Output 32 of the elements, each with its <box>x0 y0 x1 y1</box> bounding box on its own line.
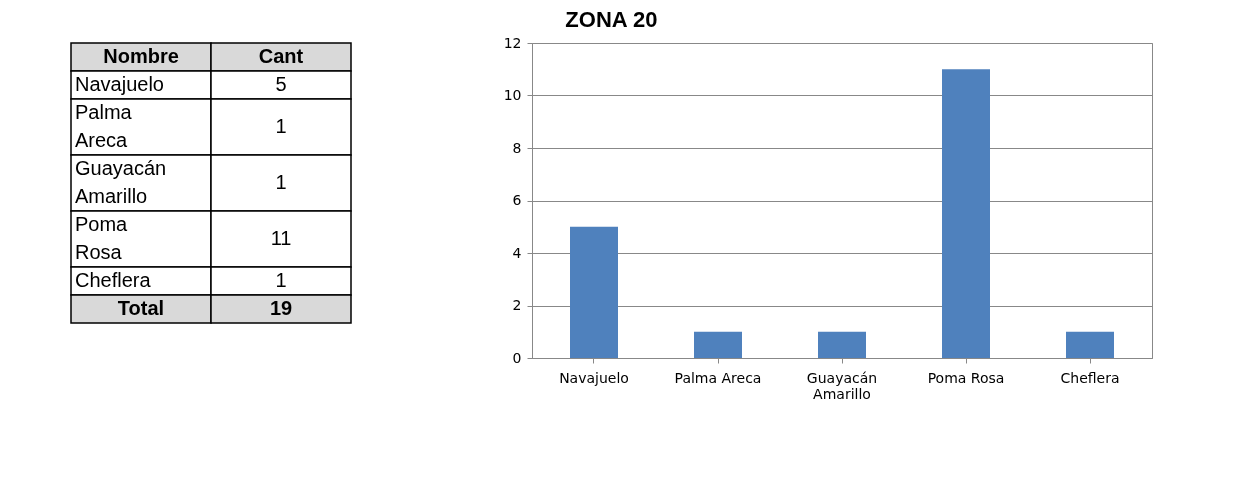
x-tick-label: Cheflera <box>1060 369 1120 386</box>
text: Total <box>117 297 165 319</box>
category-label: Cheflera <box>75 268 152 291</box>
data-label: 1 <box>275 115 287 137</box>
bar <box>570 226 618 358</box>
text: Cant <box>258 45 304 67</box>
y-tick-label: 10 <box>503 87 522 103</box>
x-tick-label: Palma Areca <box>674 369 762 386</box>
bar <box>1066 331 1114 358</box>
x-tick-label: Guayacán Amarillo <box>806 369 878 402</box>
bar <box>942 69 990 358</box>
y-tick-label: 0 <box>512 349 522 366</box>
data-label: 11 <box>270 227 292 249</box>
text: 19 <box>269 297 293 319</box>
y-tick-label: 8 <box>512 139 522 156</box>
x-tick-label: Poma Rosa <box>927 369 1005 386</box>
y-tick-label: 12 <box>503 34 522 51</box>
category-label: Poma Rosa <box>75 212 129 263</box>
category-label: Navajuelo <box>75 72 164 95</box>
bar <box>694 331 742 358</box>
x-tick-label: Navajuelo <box>559 369 629 386</box>
bar <box>818 331 866 358</box>
y-tick-label: 4 <box>512 244 522 261</box>
data-label: 1 <box>275 269 287 291</box>
data-label: 1 <box>275 171 287 193</box>
y-tick-label: 2 <box>512 297 522 313</box>
chart-title: ZONA 20 <box>565 6 658 32</box>
data-label: 5 <box>275 73 287 95</box>
category-label: Guayacán Amarillo <box>75 156 167 207</box>
category-label: Palma Areca <box>75 100 133 151</box>
y-tick-label: 6 <box>512 192 522 208</box>
text: Nombre <box>103 45 179 67</box>
